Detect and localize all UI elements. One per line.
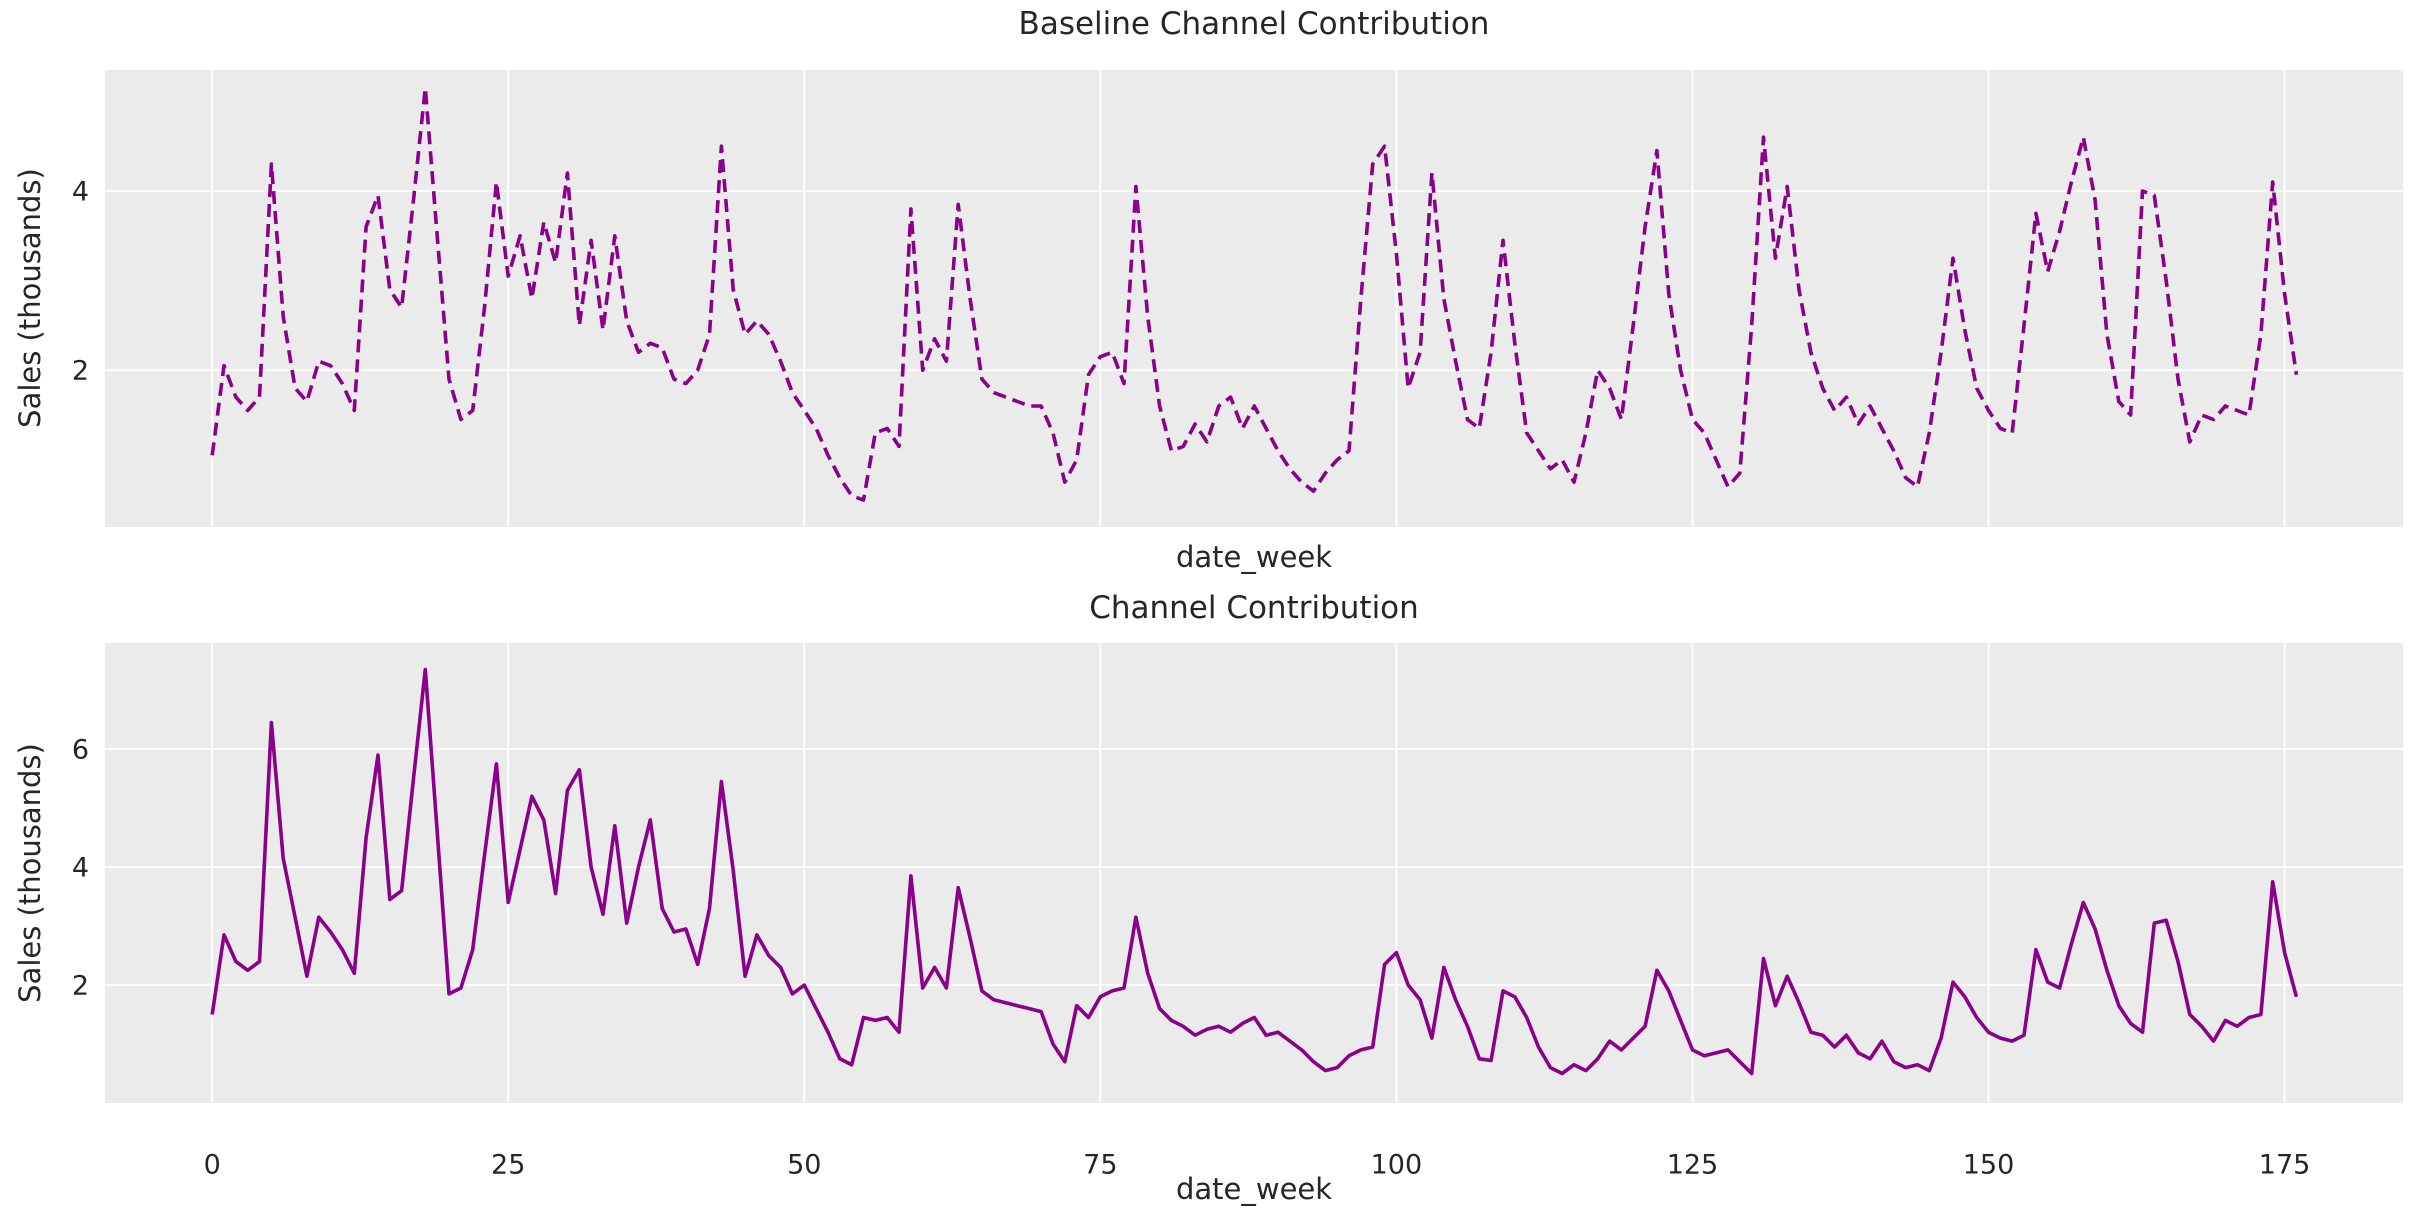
y-tick-label: 2	[72, 356, 89, 387]
y-tick-label: 2	[72, 971, 89, 1002]
x-tick-label: 100	[1371, 1150, 1423, 1181]
x-tick-label: 0	[204, 1150, 221, 1181]
x-tick-label: 125	[1667, 1150, 1719, 1181]
y-tick-label: 6	[72, 735, 89, 766]
x-tick-label: 75	[1083, 1150, 1117, 1181]
x-tick-label: 150	[1963, 1150, 2015, 1181]
series-line-1	[210, 86, 2299, 502]
plot-area-2	[105, 643, 2403, 1103]
x-tick-label: 25	[491, 1150, 525, 1181]
x-tick-label: 50	[787, 1150, 821, 1181]
y-tick-label: 4	[72, 176, 89, 207]
plot-area-1	[105, 70, 2403, 527]
x-tick-label: 175	[2259, 1150, 2311, 1181]
series-line-2	[210, 667, 2299, 1076]
y-tick-label: 4	[72, 853, 89, 884]
